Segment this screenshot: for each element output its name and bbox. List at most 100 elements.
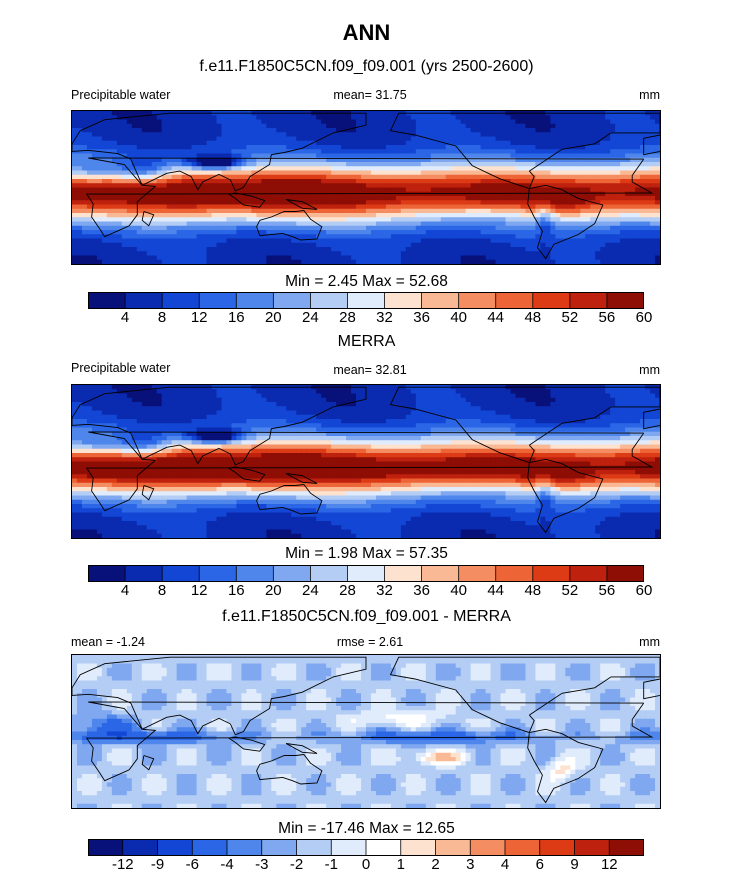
field-cell [520, 183, 527, 189]
field-cell [390, 385, 397, 390]
field-cell [76, 174, 83, 180]
field-cell [361, 208, 367, 214]
field-cell [420, 200, 427, 206]
field-cell [126, 234, 133, 240]
field-cell [495, 397, 502, 403]
field-cell [485, 162, 492, 167]
field-cell [251, 402, 257, 407]
field-cell [191, 162, 198, 167]
field-cell [495, 183, 502, 189]
field-cell [550, 191, 556, 197]
field-cell [380, 132, 387, 138]
field-cell [395, 230, 402, 235]
field-cell [316, 128, 322, 133]
field-cell [141, 234, 148, 240]
field-cell [460, 225, 467, 231]
field-cell [311, 162, 317, 167]
field-cell [136, 140, 143, 146]
field-cell [141, 247, 148, 252]
field-cell [605, 230, 611, 235]
field-cell [186, 140, 193, 146]
field-cell [336, 140, 342, 146]
field-cell [351, 162, 357, 167]
field-cell [595, 221, 601, 227]
field-cell [266, 225, 272, 231]
field-cell [450, 179, 457, 184]
colorbar-tick-label: 16 [227, 309, 245, 326]
field-cell [356, 132, 362, 138]
field-cell [555, 187, 561, 193]
field-cell [191, 115, 198, 121]
field-cell [395, 162, 402, 167]
field-cell [400, 406, 407, 412]
field-cell [106, 132, 113, 138]
field-cell [630, 174, 636, 180]
field-cell [385, 389, 392, 395]
field-cell [136, 385, 143, 390]
field-cell [595, 183, 601, 189]
field-cell [415, 183, 422, 189]
field-cell [296, 247, 302, 252]
field-cell [560, 402, 566, 407]
field-cell [201, 230, 208, 235]
field-cell [156, 196, 163, 201]
field-cell [316, 208, 322, 214]
field-cell [430, 255, 437, 261]
field-cell [72, 128, 78, 133]
field-cell [136, 389, 143, 395]
field-cell [520, 255, 527, 261]
field-cell [186, 174, 193, 180]
field-cell [465, 191, 472, 197]
field-cell [256, 251, 262, 257]
field-cell [445, 191, 452, 197]
field-cell [226, 136, 233, 142]
field-cell [111, 123, 118, 129]
field-cell [475, 393, 482, 399]
field-cell [326, 187, 332, 193]
field-cell [216, 153, 223, 159]
field-cell [460, 166, 467, 172]
field-cell [615, 255, 621, 261]
field-cell [385, 183, 392, 189]
field-cell [136, 406, 143, 412]
field-cell [400, 200, 407, 206]
field-cell [570, 208, 576, 214]
field-cell [545, 225, 551, 231]
field-cell [640, 140, 646, 146]
field-cell [361, 115, 367, 121]
field-cell [445, 208, 452, 214]
field-cell [560, 162, 566, 167]
field-cell [440, 132, 447, 138]
field-cell [465, 234, 472, 240]
field-cell [86, 406, 93, 412]
field-cell [111, 406, 118, 412]
field-cell [440, 149, 447, 155]
field-cell [206, 234, 213, 240]
field-cell [645, 251, 651, 257]
field-cell [241, 255, 247, 261]
field-cell [620, 242, 626, 248]
field-cell [151, 196, 158, 201]
field-cell [331, 123, 337, 129]
field-cell [366, 234, 372, 240]
field-cell [106, 153, 113, 159]
field-cell [410, 225, 417, 231]
field-cell [645, 174, 651, 180]
field-cell [570, 247, 576, 252]
field-cell [246, 132, 252, 138]
field-cell [390, 191, 397, 197]
field-cell [535, 115, 541, 121]
field-cell [116, 140, 123, 146]
field-cell [565, 149, 571, 155]
field-cell [480, 140, 487, 146]
field-cell [515, 145, 522, 150]
field-cell [500, 183, 507, 189]
field-cell [301, 162, 307, 167]
field-cell [256, 208, 262, 214]
field-cell [510, 153, 517, 159]
field-cell [146, 242, 153, 248]
field-cell [495, 208, 502, 214]
field-cell [640, 162, 646, 167]
field-cell [650, 149, 656, 155]
field-cell [420, 247, 427, 252]
